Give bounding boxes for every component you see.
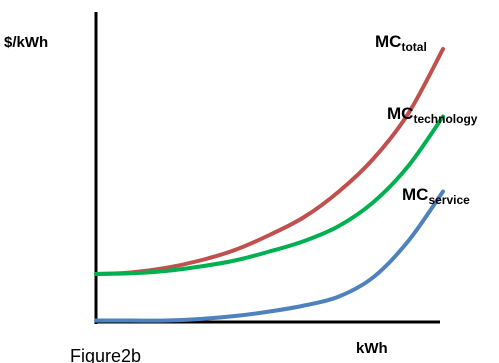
x-axis-label: kWh bbox=[356, 340, 388, 357]
series-label-technology-main: MC bbox=[387, 104, 413, 123]
series-label-service: MCservice bbox=[402, 185, 470, 207]
series-label-service-main: MC bbox=[402, 185, 428, 204]
series-line-technology bbox=[94, 114, 445, 276]
series-line-total bbox=[94, 47, 445, 276]
y-axis-label: $/kWh bbox=[4, 34, 48, 51]
series-label-service-sub: service bbox=[428, 193, 470, 207]
series-line-service bbox=[94, 189, 445, 323]
series-group bbox=[94, 47, 445, 323]
series-label-total: MCtotal bbox=[375, 32, 427, 54]
series-label-total-main: MC bbox=[375, 32, 401, 51]
series-label-technology-sub: technology bbox=[413, 112, 477, 126]
series-label-technology: MCtechnology bbox=[387, 104, 478, 126]
series-label-total-sub: total bbox=[401, 40, 426, 54]
figure-caption: Figure2b bbox=[70, 346, 141, 363]
